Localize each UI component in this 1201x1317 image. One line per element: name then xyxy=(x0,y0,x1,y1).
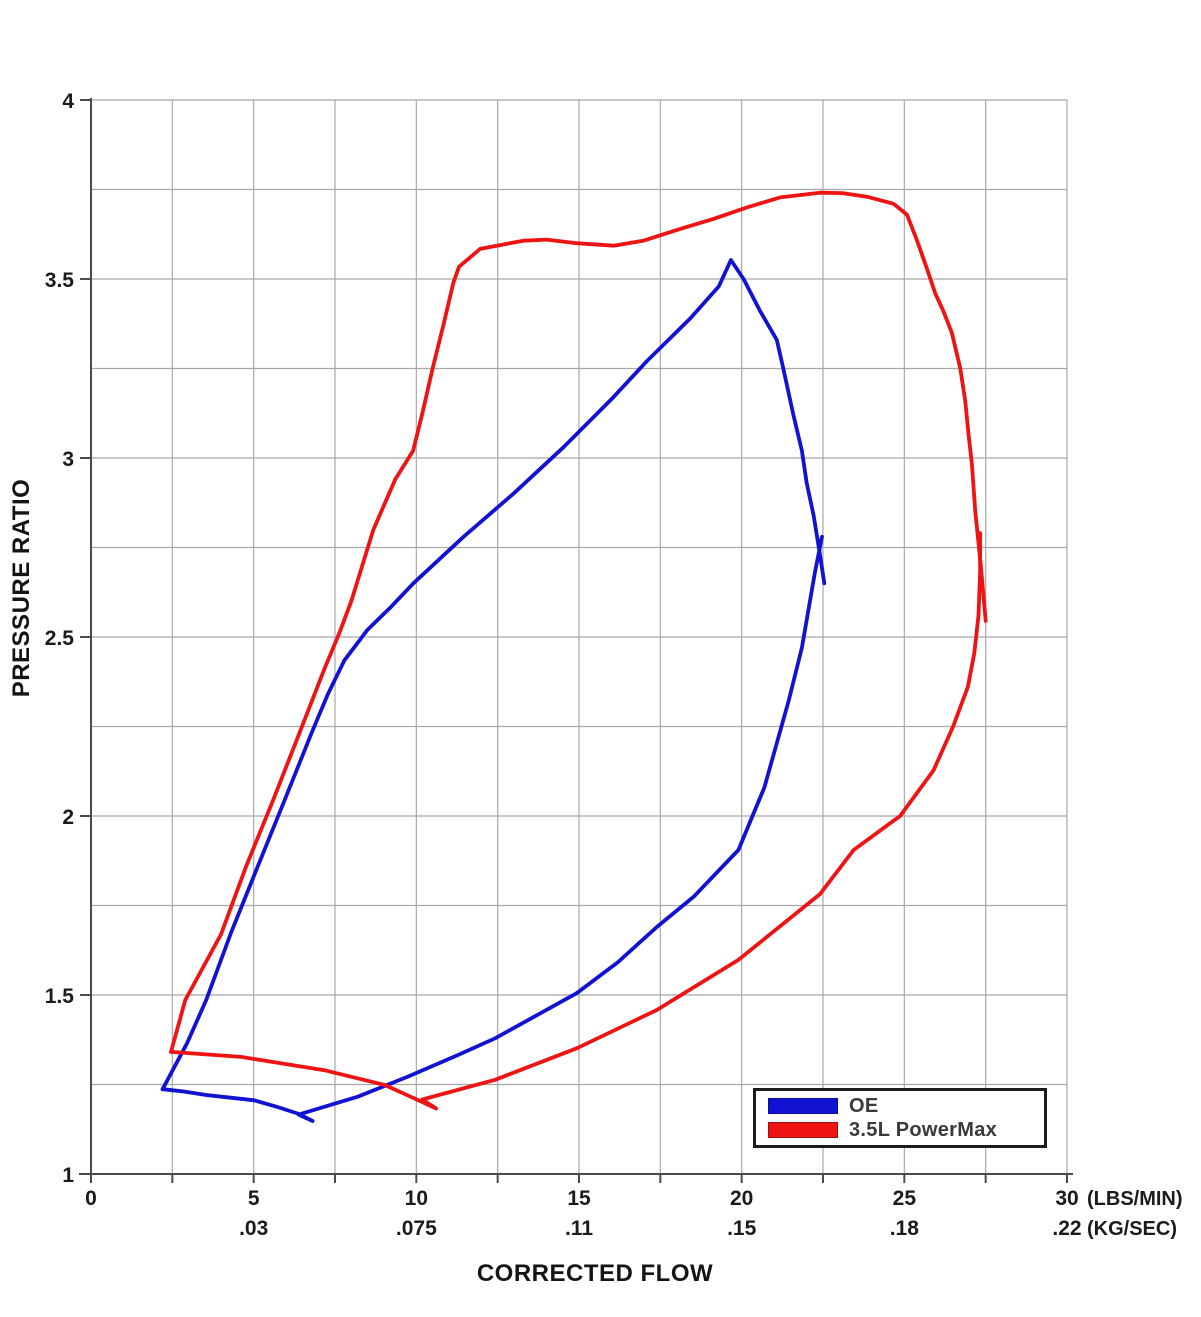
y-tick-label: 1.5 xyxy=(45,985,75,1008)
oe-legend-label: OE xyxy=(849,1094,879,1117)
x-axis-unit-kg: (KG/SEC) xyxy=(1087,1218,1177,1240)
oe-color-swatch xyxy=(768,1098,838,1114)
x-tick-label-lbs: 25 xyxy=(893,1187,917,1210)
powermax-curve-surge-top-right xyxy=(169,190,988,1054)
powermax-curve-bottom-loop xyxy=(169,531,982,1111)
x-tick-label-lbs: 10 xyxy=(405,1187,428,1210)
powermax-legend-label: 3.5L PowerMax xyxy=(849,1118,998,1141)
y-tick-label: 3 xyxy=(62,448,74,471)
gridlines xyxy=(91,99,1068,1174)
x-tick-label-lbs: 0 xyxy=(85,1187,97,1210)
y-axis-title: PRESSURE RATIO xyxy=(8,478,35,698)
axes xyxy=(79,98,1073,1183)
y-tick-label: 2.5 xyxy=(45,627,75,650)
legend: OE 3.5L PowerMax xyxy=(753,1088,1047,1148)
x-tick-label-kg: .18 xyxy=(890,1217,920,1240)
y-tick-label: 4 xyxy=(62,90,74,113)
curves xyxy=(160,190,988,1123)
x-tick-label-kg: .11 xyxy=(565,1217,593,1240)
x-axis-unit-lbs: (LBS/MIN) xyxy=(1087,1188,1183,1210)
oe-curve-surge-top-right xyxy=(160,258,827,1092)
x-tick-label-lbs: 15 xyxy=(567,1187,591,1210)
x-tick-label-kg: .22 xyxy=(1052,1217,1081,1240)
y-tick-label: 3.5 xyxy=(45,269,75,292)
y-tick-label: 2 xyxy=(62,806,74,829)
x-tick-label-kg: .15 xyxy=(727,1217,757,1240)
powermax-color-swatch xyxy=(768,1122,838,1138)
y-tick-label: 1 xyxy=(62,1164,74,1187)
x-axis-title: CORRECTED FLOW xyxy=(476,1260,714,1287)
x-tick-label-kg: .03 xyxy=(239,1217,268,1240)
x-tick-label-lbs: 30 xyxy=(1055,1187,1078,1210)
x-tick-label-kg: .075 xyxy=(396,1217,437,1240)
x-tick-label-lbs: 5 xyxy=(248,1187,260,1210)
legend-row-oe: OE xyxy=(768,1094,1044,1117)
legend-row-powermax: 3.5L PowerMax xyxy=(768,1118,1044,1141)
oe-curve-bottom-loop xyxy=(160,534,824,1123)
tick-labels: (LBS/MIN) (KG/SEC) 0 5 .03 10 .075 15 .11 20 .15… xyxy=(45,90,1183,1240)
x-tick-label-lbs: 20 xyxy=(730,1187,753,1210)
